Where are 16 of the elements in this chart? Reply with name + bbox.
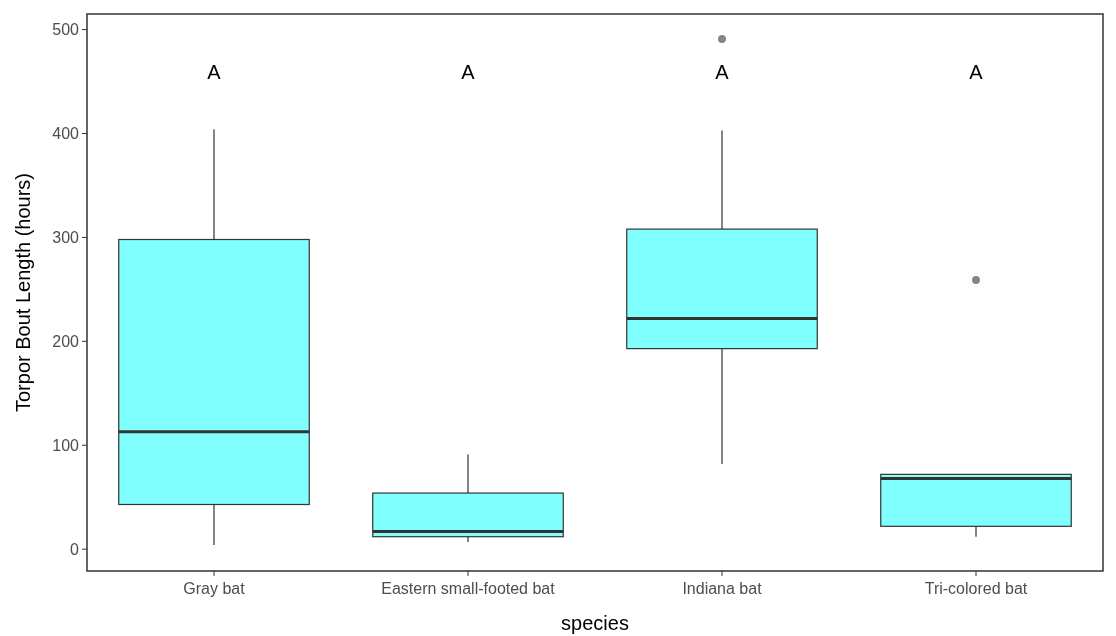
x-tick-label: Eastern small-footed bat <box>381 580 556 597</box>
annotation: A <box>715 61 730 83</box>
x-tick-label: Gray bat <box>183 580 246 597</box>
x-axis-title: species <box>561 612 629 634</box>
x-tick-label: Indiana bat <box>682 580 763 597</box>
y-tick-label: 500 <box>52 21 80 39</box>
annotation: A <box>969 61 984 83</box>
annotation: A <box>461 61 476 83</box>
y-tick-label: 300 <box>52 228 80 246</box>
y-axis-title: Torpor Bout Length (hours) <box>12 172 34 413</box>
x-tick-label: Tri-colored bat <box>924 580 1028 597</box>
y-tick-label: 100 <box>52 436 80 454</box>
y-tick-label: 400 <box>52 125 80 143</box>
y-tick-label: 200 <box>52 332 80 350</box>
annotation: A <box>207 61 222 83</box>
y-tick-label: 0 <box>70 540 80 558</box>
